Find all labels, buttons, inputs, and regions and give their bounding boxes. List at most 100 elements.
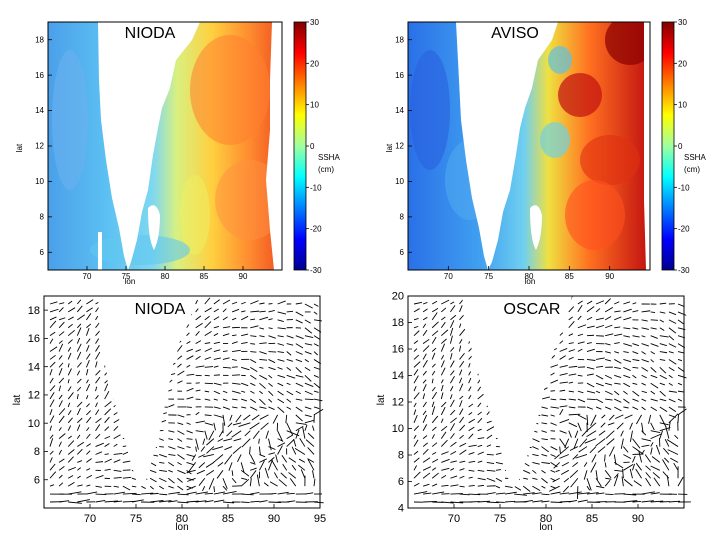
current-vector: [86, 383, 91, 392]
colorbar-tick-label: -30: [310, 266, 322, 275]
current-vector: [550, 501, 563, 504]
current-vector: [222, 333, 230, 337]
current-vector: [177, 355, 183, 360]
current-vector: [413, 340, 419, 344]
current-vector: [477, 444, 483, 447]
current-vector: [212, 446, 224, 451]
current-vector: [623, 343, 633, 347]
current-vector: [85, 327, 90, 336]
current-vector: [313, 382, 321, 389]
current-vector: [629, 422, 633, 430]
current-vector: [67, 329, 75, 337]
current-vector: [250, 390, 255, 394]
current-vector: [586, 300, 593, 305]
current-vector: [659, 382, 666, 386]
current-vector: [204, 307, 212, 313]
current-vector: [286, 335, 294, 339]
current-vector: [638, 451, 643, 463]
current-vector: [186, 454, 195, 458]
current-vector: [641, 327, 649, 330]
current-vector: [677, 374, 687, 379]
current-vector: [586, 430, 597, 438]
current-vector: [67, 347, 72, 352]
current-vector: [641, 351, 646, 355]
current-vector: [413, 482, 420, 487]
current-vector: [431, 300, 438, 305]
current-vector: [168, 389, 173, 392]
current-vector: [577, 374, 583, 377]
current-vector: [635, 468, 642, 479]
current-vector: [468, 469, 475, 472]
current-vector: [668, 319, 677, 324]
current-vector: [614, 310, 621, 313]
colorbar: 30 20 10 0 -10 -20 -30 SSHA (cm): [661, 18, 706, 275]
current-vector: [213, 406, 221, 410]
current-vector: [204, 500, 214, 503]
current-vector: [614, 406, 622, 412]
current-vector: [668, 366, 675, 372]
current-vector: [186, 364, 191, 368]
current-vector: [159, 454, 168, 458]
current-vector: [486, 469, 496, 472]
current-vector: [241, 438, 251, 448]
current-vector: [277, 343, 285, 346]
current-vector: [575, 454, 588, 459]
current-vector: [222, 366, 232, 369]
current-vector: [645, 472, 652, 479]
current-vector: [198, 454, 205, 458]
current-vector: [568, 390, 575, 393]
current-vector: [213, 398, 218, 401]
current-vector: [577, 341, 585, 345]
current-vector: [177, 485, 184, 491]
current-vector: [477, 451, 484, 455]
current-vector: [159, 469, 168, 472]
current-vector: [450, 399, 455, 408]
current-vector: [422, 379, 427, 384]
colorbar: 30 20 10 0 -10 -20 -30 SSHA (cm): [293, 18, 340, 275]
current-vector: [186, 324, 190, 329]
current-vector: [413, 361, 421, 368]
current-vector: [204, 382, 213, 385]
current-vector: [259, 458, 267, 463]
current-vector: [550, 422, 557, 426]
current-vector: [159, 485, 165, 490]
current-vector: [586, 406, 594, 410]
current-vector: [586, 325, 595, 329]
current-vector: [459, 345, 462, 352]
current-vector: [468, 363, 471, 368]
current-vector: [249, 422, 260, 430]
current-vector: [268, 406, 275, 410]
current-vector: [595, 357, 605, 360]
current-vector: [76, 362, 82, 368]
current-vector: [650, 447, 653, 455]
current-vector: [67, 402, 71, 408]
current-vector: [49, 331, 56, 337]
current-vector: [629, 468, 633, 479]
current-vector: [224, 454, 233, 465]
current-vector: [596, 365, 604, 368]
current-vector: [555, 469, 560, 472]
current-vector: [58, 368, 63, 376]
current-vector: [623, 308, 632, 313]
current-vector: [632, 310, 639, 313]
current-vector: [224, 446, 233, 451]
current-vector: [240, 462, 245, 473]
current-vector: [280, 472, 287, 479]
current-vector: [422, 316, 428, 321]
current-vector: [49, 409, 53, 416]
current-vector: [468, 355, 472, 360]
current-vector: [259, 366, 264, 369]
current-vector: [659, 427, 671, 432]
current-vector: [222, 357, 230, 360]
current-vector: [68, 491, 82, 495]
current-vector: [277, 374, 286, 379]
current-vector: [450, 441, 457, 447]
current-vector: [468, 394, 472, 400]
current-vector: [277, 335, 284, 338]
current-vector: [595, 317, 604, 321]
current-vector: [213, 325, 220, 329]
current-vector: [86, 323, 92, 329]
current-vector: [495, 485, 501, 489]
current-vector: [286, 310, 294, 313]
current-vector: [231, 317, 237, 321]
